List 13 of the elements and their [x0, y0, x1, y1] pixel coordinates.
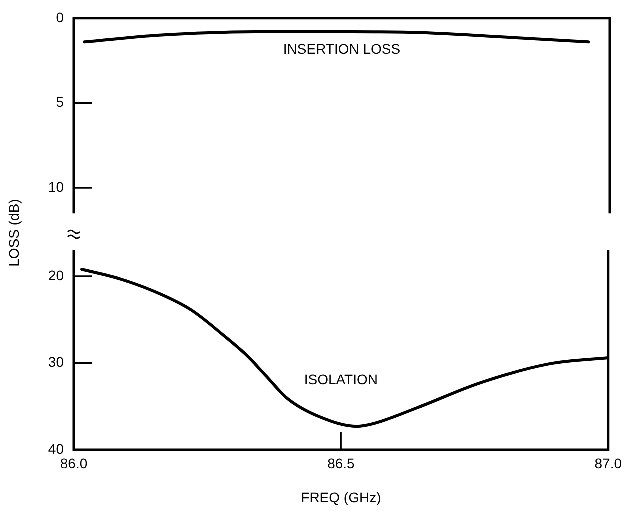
series-label: INSERTION LOSS	[283, 40, 401, 57]
y-tick-label: 30	[48, 354, 64, 370]
x-tick-label: 86.5	[328, 455, 356, 472]
y-tick-label: 40	[48, 440, 64, 457]
x-axis-title: FREQ (GHz)	[301, 489, 382, 506]
y-tick-label: 0	[56, 9, 64, 26]
y-tick-label: 20	[48, 267, 64, 284]
y-axis-title: LOSS (dB)	[6, 199, 22, 267]
y-tick-label: 10	[48, 179, 64, 195]
series-label: ISOLATION	[304, 371, 378, 388]
y-tick-label: 5	[56, 94, 64, 110]
x-tick-label: 87.0	[594, 455, 622, 472]
x-tick-label: 86.0	[60, 455, 88, 472]
